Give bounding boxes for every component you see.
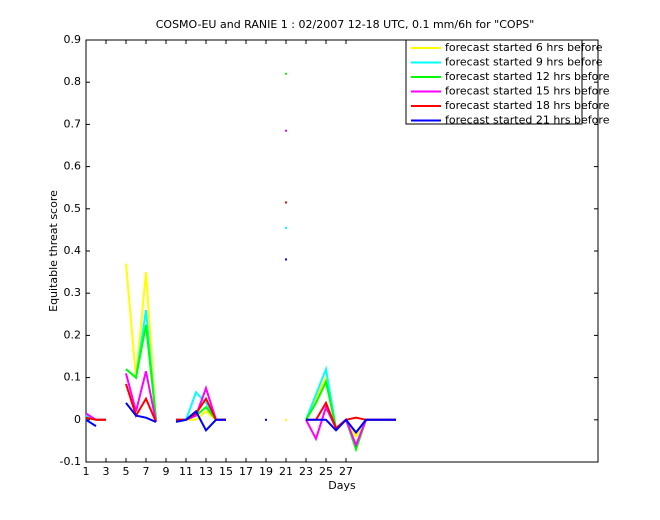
series-point [265,418,267,421]
x-tick-label: 25 [319,465,333,478]
x-tick-label: 21 [279,465,293,478]
series-line [125,324,157,420]
series-point [285,258,287,261]
y-tick-label: 0.8 [64,75,82,88]
series-line [305,365,396,435]
x-tick-label: 17 [239,465,253,478]
x-axis-label: Days [328,479,356,492]
legend-label: forecast started 18 hrs before [445,99,610,112]
x-tick-label: 11 [179,465,193,478]
series-line [125,383,157,423]
y-tick-label: 0.7 [64,117,82,130]
series-point [285,72,287,75]
series-point [285,201,287,204]
legend-label: forecast started 9 hrs before [445,56,603,69]
series-line [176,405,226,421]
series-line [125,263,157,420]
series-point [285,418,287,421]
y-tick-label: 0.4 [64,244,82,257]
series-line [175,409,226,433]
y-tick-label: 0 [74,413,81,426]
series-line [125,371,157,423]
y-tick-label: 0.6 [64,160,82,173]
y-tick-label: -0.1 [60,455,81,468]
x-tick-label: 15 [219,465,233,478]
x-tick-label: 9 [163,465,170,478]
chart-title: COSMO-EU and RANIE 1 : 02/2007 12-18 UTC… [156,18,535,31]
series-point [285,129,287,132]
x-tick-label: 1 [83,465,90,478]
legend-label: forecast started 12 hrs before [445,70,610,83]
x-tick-label: 27 [339,465,353,478]
x-tick-label: 13 [199,465,213,478]
legend-label: forecast started 15 hrs before [445,85,610,98]
y-tick-label: 0.5 [64,202,82,215]
x-tick-label: 5 [123,465,130,478]
legend-box [405,39,583,125]
x-tick-label: 7 [143,465,150,478]
y-axis-label: Equitable threat score [47,190,60,312]
y-tick-label: 0.9 [64,33,82,46]
series-line [125,402,157,423]
legend-label: forecast started 6 hrs before [445,41,603,54]
series-line [85,418,97,427]
y-tick-label: 0.2 [64,328,82,341]
legend-label: forecast started 21 hrs before [445,114,610,127]
y-tick-label: 0.3 [64,286,82,299]
x-tick-label: 3 [103,465,110,478]
series-point [285,226,287,229]
series-line [306,418,396,435]
y-tick-label: 0.1 [64,371,82,384]
series-line [85,416,106,421]
x-tick-label: 19 [259,465,273,478]
x-tick-label: 23 [299,465,313,478]
